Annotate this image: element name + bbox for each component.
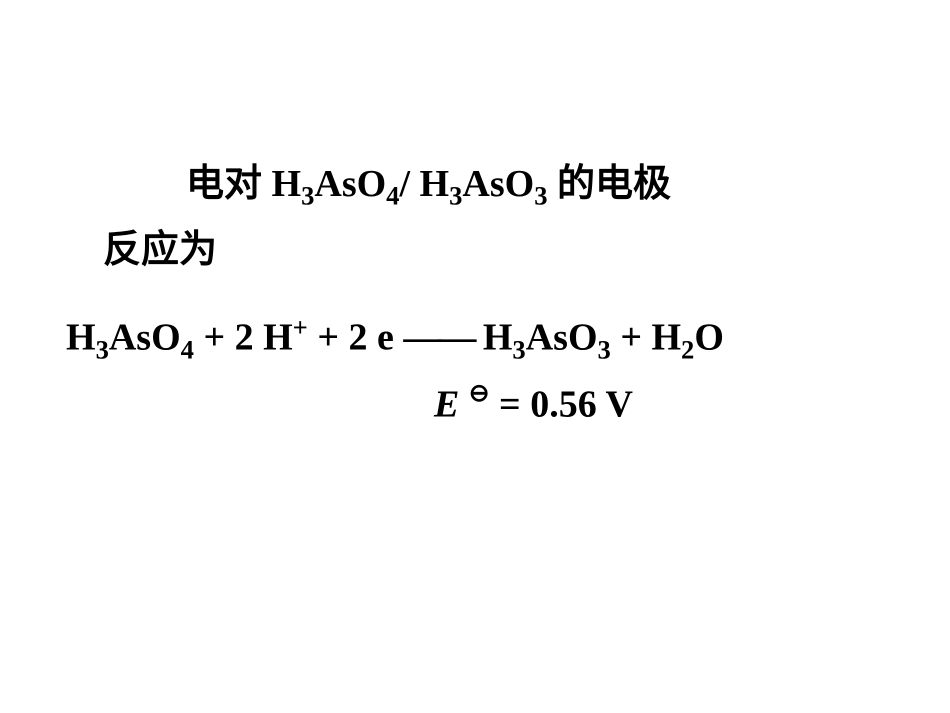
eq-h2o-o: O (694, 317, 724, 359)
e-space (459, 384, 469, 426)
eq-h3aso3-aso: AsO (526, 317, 598, 359)
species1-sub3: 3 (301, 181, 314, 211)
intro-suffix: 的电极 (547, 163, 671, 205)
standard-potential: E ⊖ = 0.56 V (434, 380, 633, 427)
species2-sub3: 3 (449, 181, 462, 211)
eq-h3aso3-h: H (483, 317, 513, 359)
eq-dash: —— (403, 317, 473, 359)
couple-separator: / (399, 163, 419, 205)
electrode-equation: H3AsO4 + 2 H+ + 2 e —— H3AsO3 + H2O (66, 312, 724, 365)
eq-h3aso4-h: H (66, 317, 96, 359)
e-symbol: E (434, 384, 459, 426)
species2-h: H (420, 163, 450, 205)
eq-h3aso3-3: 3 (512, 334, 525, 364)
intro-line-2: 反应为 (103, 218, 217, 273)
eq-h3aso4-3: 3 (96, 334, 109, 364)
species2-aso: AsO (462, 163, 534, 205)
eq-h3aso3-3b: 3 (598, 334, 611, 364)
eq-plus1: + 2 H (194, 317, 293, 359)
eq-h3aso4-4: 4 (181, 334, 194, 364)
species1-h: H (272, 163, 302, 205)
eq-h2o-2: 2 (681, 334, 694, 364)
eq-h3aso4-aso: AsO (109, 317, 181, 359)
species2-sub3b: 3 (534, 181, 547, 211)
eq-hplus-sup: + (293, 312, 308, 342)
intro-part2: 反应为 (103, 229, 217, 271)
intro-prefix: 电对 (186, 163, 272, 205)
e-equals: = 0.56 V (490, 384, 633, 426)
species1-sub4: 4 (386, 181, 399, 211)
intro-line-1: 电对 H3AsO4/ H3AsO3 的电极 (186, 152, 671, 212)
e-theta: ⊖ (469, 380, 490, 407)
eq-plus3: + H (611, 317, 681, 359)
eq-plus2: + 2 e (308, 317, 404, 359)
eq-space (473, 317, 483, 359)
species1-aso: AsO (314, 163, 386, 205)
